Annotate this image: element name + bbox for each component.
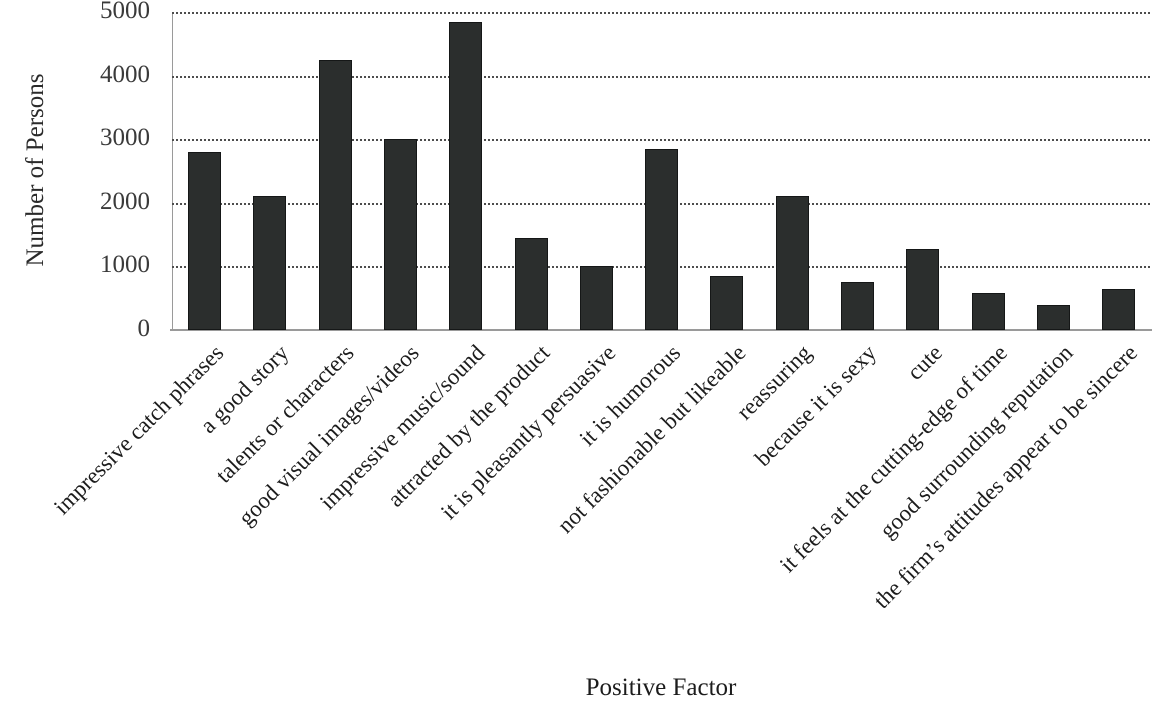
bar-14 — [1036, 304, 1070, 330]
x-category-label-11: because it is sexy — [750, 340, 882, 472]
x-category-label-1: impressive catch phrases — [48, 340, 229, 520]
bar-4 — [383, 139, 417, 330]
bar-6 — [514, 237, 548, 330]
bar-7 — [579, 266, 613, 330]
y-tick-label-3000: 3000 — [100, 124, 150, 152]
y-tick-label-2000: 2000 — [100, 187, 150, 215]
x-category-label-15: the firm’s attitudes appear to be sincer… — [869, 340, 1143, 614]
bar-15 — [1102, 289, 1136, 330]
x-category-label-12: cute — [901, 340, 947, 385]
x-axis-title: Positive Factor — [585, 674, 737, 701]
bar-2 — [253, 196, 287, 330]
plot-area — [172, 12, 1150, 330]
bar-5 — [449, 21, 483, 330]
bar-3 — [318, 59, 352, 330]
bar-8 — [645, 148, 679, 330]
y-tick-label-5000: 5000 — [100, 0, 150, 24]
y-tick-label-4000: 4000 — [100, 60, 150, 88]
gridline-5000 — [172, 12, 1150, 14]
y-tick-label-1000: 1000 — [100, 251, 150, 279]
y-axis-title: Number of Persons — [22, 73, 49, 267]
gridline-4000 — [172, 75, 1150, 78]
bar-11 — [841, 282, 874, 330]
bar-13 — [971, 293, 1005, 330]
bar-9 — [710, 275, 744, 330]
x-axis-line — [170, 329, 1152, 331]
y-axis-line — [172, 12, 173, 330]
bar-12 — [906, 248, 940, 330]
gridline-3000 — [172, 139, 1150, 142]
bar-1 — [188, 151, 221, 330]
y-tick-label-0: 0 — [137, 315, 151, 342]
bar-10 — [775, 196, 809, 330]
